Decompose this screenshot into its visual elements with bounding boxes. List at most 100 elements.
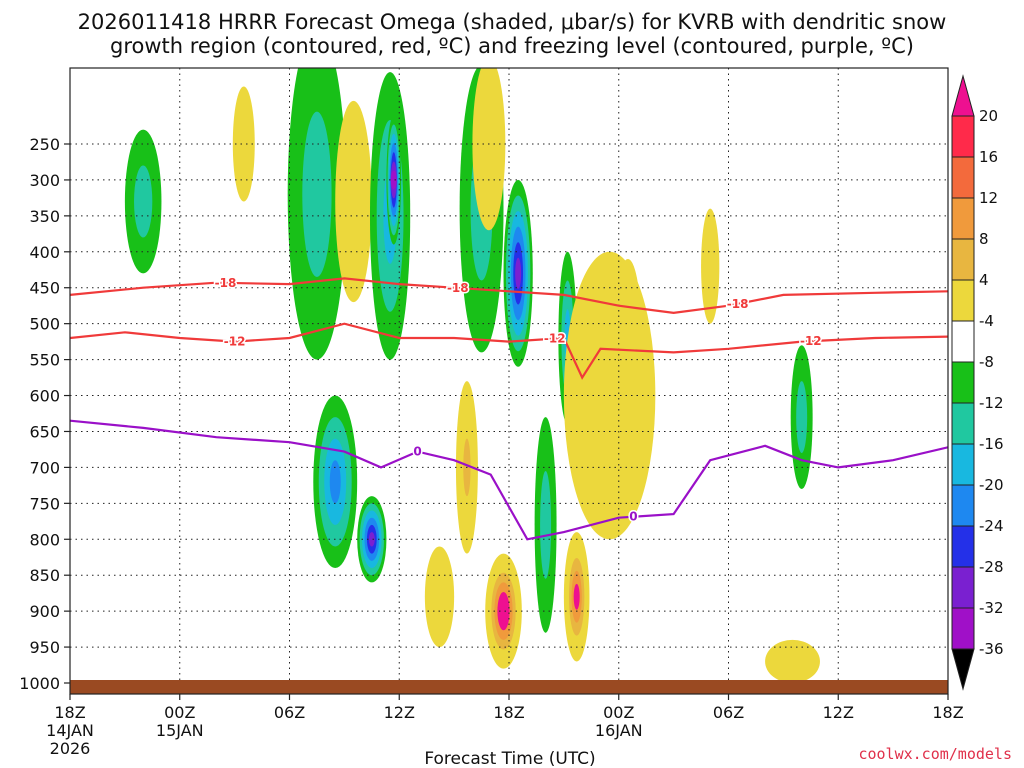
colorbar: 20 16 12 8 4 -4 -8 -12 -16 -20 -24 -28 -32 -36	[951, 74, 1004, 691]
omega-feature	[790, 345, 813, 489]
omega-feature	[313, 395, 358, 569]
colorbar-label: 20	[979, 107, 998, 125]
x-tick-label: 06Z	[274, 703, 305, 722]
colorbar-swatch	[951, 197, 975, 240]
omega-contour-fill	[390, 170, 397, 190]
x-tick-label: 12Z	[384, 703, 415, 722]
omega-contour-fill	[232, 86, 255, 202]
y-tick-label: 900	[29, 602, 60, 621]
colorbar-swatch	[951, 607, 975, 650]
omega-feature	[472, 68, 506, 231]
omega-contour-fill	[302, 111, 332, 277]
y-tick-label: 1000	[19, 674, 60, 693]
y-tick-label: 800	[29, 530, 60, 549]
y-tick-label: 650	[29, 422, 60, 441]
dgz-minus12-contour-label: -12	[224, 335, 246, 349]
omega-feature	[124, 129, 162, 274]
omega-contour-fill	[573, 583, 580, 610]
dgz-minus18-contour	[70, 277, 948, 315]
colorbar-bottom-arrow	[951, 648, 975, 691]
omega-contour-fill	[796, 381, 808, 454]
omega-contour-fill	[701, 208, 720, 324]
plot-area	[124, 68, 820, 683]
omega-feature	[335, 100, 372, 303]
x-tick-year: 2026	[50, 739, 91, 758]
y-tick-label: 700	[29, 458, 60, 477]
freezing-level-contour-label: 0	[629, 510, 637, 524]
terrain-strip	[70, 680, 948, 694]
colorbar-swatch	[951, 238, 975, 281]
y-tick-label: 450	[29, 279, 60, 298]
x-tick-label: 06Z	[713, 703, 744, 722]
colorbar-swatch	[951, 279, 975, 322]
omega-contour-fill	[344, 151, 363, 252]
x-tick-date: 16JAN	[595, 721, 643, 740]
colorbar-swatch	[951, 361, 975, 404]
colorbar-label: 4	[979, 271, 989, 289]
colorbar-swatch	[951, 443, 975, 486]
colorbar-label: -4	[979, 312, 994, 330]
dgz-minus12-contour	[70, 322, 948, 380]
omega-feature	[563, 532, 590, 662]
chart-title-line2: growth region (contoured, red, ºC) and f…	[110, 34, 914, 58]
dgz-minus12-contour-label: -12	[544, 332, 566, 346]
y-axis: 250 300 350 400 450 500 550 600 650 700 750 800 850 9…	[19, 135, 70, 693]
omega-contour-fill	[432, 571, 447, 622]
colorbar-label: -24	[979, 517, 1004, 535]
omega-contour-fill	[134, 165, 153, 238]
colorbar-label: -20	[979, 476, 1004, 494]
colorbar-label: -28	[979, 558, 1004, 576]
credit-link[interactable]: coolwx.com/models	[858, 745, 1012, 763]
y-tick-label: 600	[29, 387, 60, 406]
colorbar-label: -16	[979, 435, 1004, 453]
x-tick-date: 15JAN	[156, 721, 204, 740]
colorbar-label: -12	[979, 394, 1004, 412]
freezing-level-contour-label: 0	[413, 445, 421, 459]
omega-feature	[386, 115, 402, 245]
y-tick-label: 850	[29, 566, 60, 585]
x-tick-label: 00Z	[603, 703, 634, 722]
omega-contour-fill	[500, 601, 507, 621]
colorbar-swatch	[951, 566, 975, 609]
colorbar-swatch	[951, 402, 975, 445]
colorbar-label: -36	[979, 640, 1004, 658]
colorbar-swatch	[951, 484, 975, 527]
x-tick-label: 18Z	[932, 703, 963, 722]
x-tick-label: 18Z	[54, 703, 85, 722]
omega-contour-fill	[540, 470, 552, 579]
x-tick-date: 14JAN	[46, 721, 94, 740]
colorbar-swatch	[951, 320, 975, 363]
x-tick-label: 18Z	[493, 703, 524, 722]
omega-contour-fill	[329, 460, 341, 504]
y-tick-label: 550	[29, 351, 60, 370]
omega-feature	[424, 546, 455, 648]
colorbar-swatch	[951, 156, 975, 199]
omega-feature	[287, 68, 347, 360]
omega-feature	[485, 553, 522, 669]
colorbar-label: 16	[979, 148, 998, 166]
colorbar-top-arrow	[951, 74, 975, 117]
colorbar-label: -32	[979, 599, 1004, 617]
colorbar-label: 8	[979, 230, 989, 248]
colorbar-swatch	[951, 525, 975, 568]
dgz-minus18-contour-label: -18	[447, 281, 469, 295]
x-tick-label: 00Z	[164, 703, 195, 722]
grid-lines	[70, 68, 948, 694]
omega-contour-fill	[368, 532, 375, 547]
y-tick-label: 300	[29, 171, 60, 190]
omega-feature	[701, 208, 720, 324]
y-tick-label: 400	[29, 243, 60, 262]
colorbar-swatch	[951, 115, 975, 158]
y-tick-label: 950	[29, 638, 60, 657]
omega-contour-fill	[472, 68, 506, 231]
chart-title-line1: 2026011418 HRRR Forecast Omega (shaded, …	[78, 10, 947, 34]
colorbar-label: 12	[979, 189, 998, 207]
dgz-minus18-contour-label: -18	[215, 276, 237, 290]
x-axis-label: Forecast Time (UTC)	[424, 749, 595, 768]
omega-feature	[503, 179, 533, 367]
omega-feature	[765, 639, 820, 683]
y-tick-label: 350	[29, 207, 60, 226]
omega-feature	[357, 496, 387, 583]
